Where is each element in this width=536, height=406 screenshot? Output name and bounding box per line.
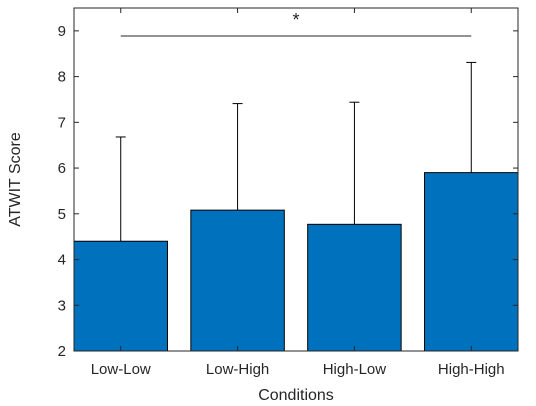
x-tick-label: High-High [438, 361, 505, 378]
bars [73, 172, 519, 352]
x-tick-label: High-Low [323, 361, 387, 378]
y-tick-label: 4 [58, 252, 66, 269]
axes-box [73, 7, 519, 352]
x-tick-label: Low-Low [91, 361, 151, 378]
x-axis-label: Conditions [258, 387, 334, 404]
y-axis-label: ATWIT Score [7, 132, 24, 227]
y-tick-label: 7 [58, 114, 66, 131]
x-tick-label: Low-High [206, 361, 269, 378]
significance-asterisk: * [292, 10, 299, 30]
y-axis-ticks: 2 3 4 5 6 7 8 9 [58, 23, 518, 360]
significance-marker: * [120, 10, 472, 37]
y-tick-label: 3 [58, 297, 66, 314]
bar [307, 223, 402, 352]
y-tick-label: 5 [58, 206, 66, 223]
y-tick-label: 9 [58, 23, 66, 40]
x-axis-ticks: Low-Low Low-High High-Low High-High [91, 8, 505, 378]
bar [190, 209, 285, 352]
y-tick-label: 6 [58, 160, 66, 177]
error-bars [115, 61, 477, 242]
bar [73, 240, 168, 352]
y-tick-label: 2 [58, 343, 66, 360]
bar [424, 172, 519, 352]
y-tick-label: 8 [58, 69, 66, 86]
